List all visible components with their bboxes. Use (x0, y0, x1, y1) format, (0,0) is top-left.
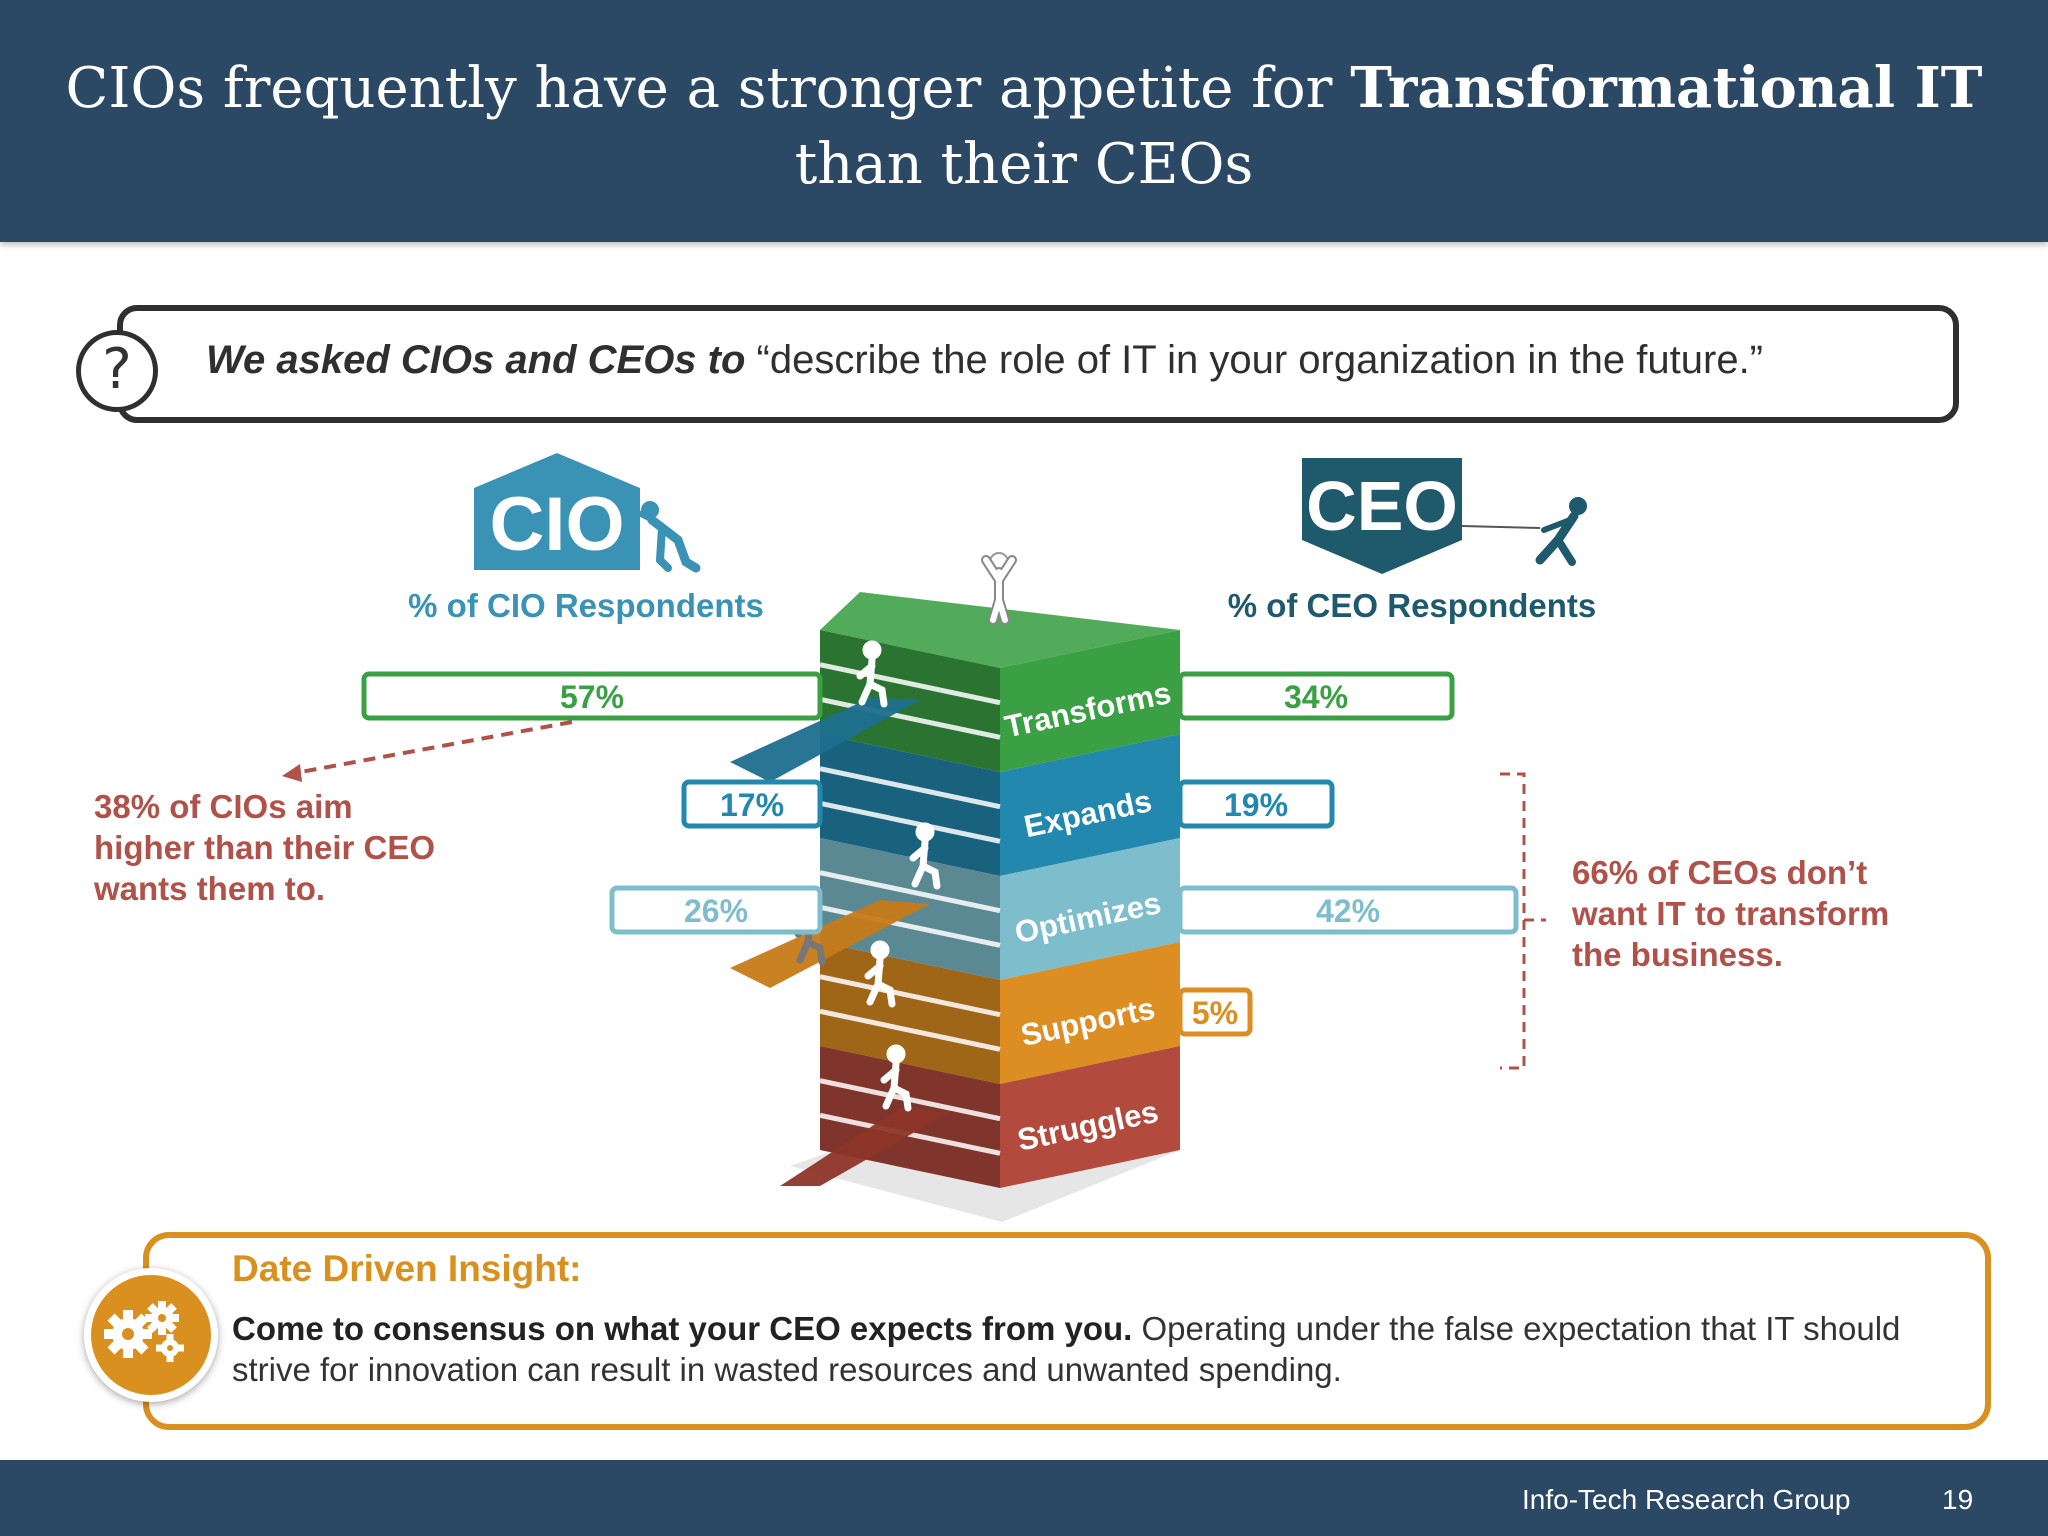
stair-ramp (780, 1108, 950, 1186)
stacked-blocks: TransformsExpandsOptimizesSupportsStrugg… (730, 592, 1180, 1188)
page-number: 19 (1942, 1484, 1974, 1515)
cio-respondents-label: % of CIO Respondents (408, 587, 764, 624)
ceo-value-box-transforms (1177, 671, 1455, 721)
cio-value-label: 26% (684, 893, 748, 929)
ceo-shield-logo: CEO (1302, 458, 1462, 574)
ceo-respondents-label: % of CEO Respondents (1228, 587, 1597, 624)
stair-ramp (730, 698, 920, 782)
layer-right-face (1000, 734, 1180, 876)
svg-text:CIO: CIO (489, 482, 624, 567)
layer-left-face (820, 734, 1000, 876)
ceo-value-label: 34% (1284, 679, 1348, 715)
layer-stripe (819, 766, 1001, 810)
layer-right-face (1000, 838, 1180, 980)
climber-figure-icon (856, 640, 888, 708)
ceo-value-box-expands (1177, 779, 1335, 829)
climber-figure-icon (909, 822, 941, 890)
question-callout (117, 305, 1959, 423)
question-mark-icon: ? (76, 330, 158, 412)
stair-ramp (730, 900, 930, 988)
question-text: We asked CIOs and CEOs to “describe the … (206, 338, 1763, 382)
layer-stripe (819, 1008, 1001, 1052)
ceo-value-box-supports (1177, 987, 1253, 1037)
ceo-value-box-optimizes (1177, 885, 1519, 935)
standing-figure-icon (981, 552, 1017, 625)
cio-dashed-arrow (282, 720, 573, 782)
cio-value-label: 57% (560, 679, 624, 715)
insight-title: Date Driven Insight: (232, 1248, 582, 1289)
climber-figure-icon (864, 940, 896, 1008)
cio-value-box-transforms (361, 671, 823, 721)
layer-stripe (819, 696, 1001, 740)
cio-note: 38% of CIOs aim higher than their CEO want… (94, 788, 436, 907)
footer-bar (0, 1460, 2048, 1536)
gears-icon (84, 1268, 218, 1402)
header-bar (0, 0, 2048, 242)
insight-callout (143, 1232, 1991, 1430)
layer-stripe (819, 870, 1001, 914)
ceo-value-label: 42% (1316, 893, 1380, 929)
ceo-note: 66% of CEOs don’t want IT to transform the… (1572, 854, 1890, 973)
layer-right-face (1000, 942, 1180, 1084)
value-boxes: 57% 17% 26% 34% 19% 42% 5% (361, 671, 1519, 1037)
cio-value-box-optimizes (609, 885, 823, 935)
layer-stripe (819, 662, 1001, 706)
layer-stripe (819, 800, 1001, 844)
footer-org: Info-Tech Research Group (1522, 1484, 1851, 1515)
pushing-figure-icon (638, 501, 701, 573)
pulling-figure-icon (1461, 497, 1587, 566)
layer-right-face (1000, 630, 1180, 772)
cio-house-logo: CIO (474, 453, 640, 570)
page-title: CIOs frequently have a stronger appetite… (65, 55, 1983, 197)
cio-value-box-expands (681, 779, 823, 829)
svg-text:CEO: CEO (1306, 467, 1458, 545)
ceo-value-label: 5% (1192, 995, 1238, 1031)
layer-stripe (819, 974, 1001, 1018)
layer-right-face (1000, 1046, 1180, 1188)
ceo-bracket (1500, 772, 1546, 1070)
stack-layer-transforms: Transforms (819, 630, 1180, 772)
cio-value-label: 17% (720, 787, 784, 823)
stack-layer-expands: Expands (819, 734, 1180, 876)
ceo-value-label: 19% (1224, 787, 1288, 823)
insight-text: Come to consensus on what your CEO expec… (232, 1310, 1901, 1388)
climber-figure-icon (880, 1044, 912, 1112)
